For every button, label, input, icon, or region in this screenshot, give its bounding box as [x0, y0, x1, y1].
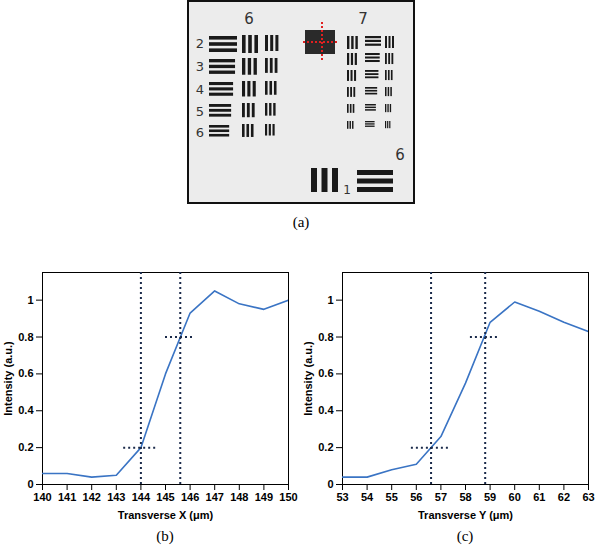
- svg-text:55: 55: [386, 491, 398, 503]
- svg-text:62: 62: [558, 491, 570, 503]
- svg-text:145: 145: [156, 491, 174, 503]
- svg-text:2: 2: [196, 36, 204, 51]
- svg-text:61: 61: [533, 491, 545, 503]
- svg-text:6: 6: [196, 125, 204, 140]
- svg-text:0: 0: [327, 478, 333, 490]
- svg-text:56: 56: [410, 491, 422, 503]
- svg-text:0.6: 0.6: [18, 367, 33, 379]
- svg-text:1: 1: [27, 294, 33, 306]
- svg-text:0: 0: [27, 478, 33, 490]
- html-text:(c): (c): [456, 528, 474, 544]
- svg-text:0.8: 0.8: [18, 331, 33, 343]
- svg-text:60: 60: [509, 491, 521, 503]
- svg-text:Intensity (a.u.): Intensity (a.u.): [2, 341, 14, 416]
- svg-text:140: 140: [33, 491, 51, 503]
- svg-text:59: 59: [484, 491, 496, 503]
- svg-text:147: 147: [206, 491, 224, 503]
- svg-text:6: 6: [395, 146, 405, 164]
- svg-text:144: 144: [132, 491, 151, 503]
- svg-text:Transverse Y (μm): Transverse Y (μm): [418, 509, 513, 521]
- svg-text:53: 53: [336, 491, 348, 503]
- svg-text:150: 150: [279, 491, 297, 503]
- svg-text:0.4: 0.4: [18, 404, 34, 416]
- svg-text:5: 5: [196, 104, 204, 119]
- svg-text:0.2: 0.2: [318, 441, 333, 453]
- svg-text:0.8: 0.8: [318, 331, 333, 343]
- svg-text:0.2: 0.2: [18, 441, 33, 453]
- html-text:(b): (b): [156, 528, 174, 544]
- svg-text:4: 4: [196, 82, 204, 97]
- svg-text:Intensity (a.u.): Intensity (a.u.): [302, 341, 314, 416]
- svg-text:57: 57: [435, 491, 447, 503]
- svg-text:7: 7: [358, 10, 368, 28]
- html-text:(a): (a): [292, 214, 310, 230]
- svg-text:Transverse X (μm): Transverse X (μm): [118, 509, 214, 521]
- svg-text:143: 143: [107, 491, 125, 503]
- svg-text:148: 148: [230, 491, 248, 503]
- svg-text:142: 142: [83, 491, 101, 503]
- svg-text:1: 1: [343, 183, 351, 197]
- svg-text:0.4: 0.4: [318, 404, 334, 416]
- svg-text:0.6: 0.6: [318, 367, 333, 379]
- svg-text:146: 146: [181, 491, 199, 503]
- svg-text:3: 3: [196, 59, 204, 74]
- svg-text:6: 6: [244, 10, 254, 28]
- svg-text:1: 1: [327, 294, 333, 306]
- svg-text:58: 58: [459, 491, 471, 503]
- svg-text:63: 63: [582, 491, 594, 503]
- svg-text:149: 149: [255, 491, 273, 503]
- svg-text:54: 54: [361, 491, 374, 503]
- svg-text:141: 141: [58, 491, 76, 503]
